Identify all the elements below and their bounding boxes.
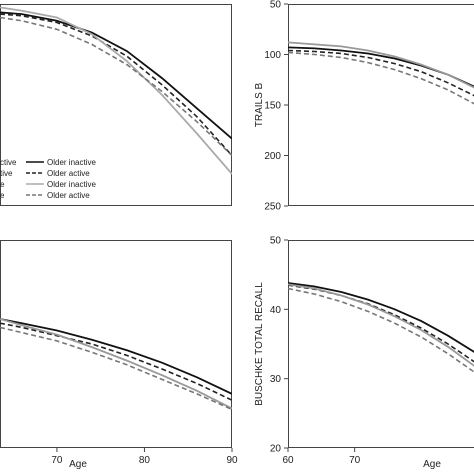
- panel-4: 20 30 40 50 60 70 Age BUSCHKE TOTAL RECALL: [254, 236, 474, 470]
- x-tick-label: 80: [139, 455, 151, 466]
- legend-label: Older inactive: [47, 158, 96, 167]
- legend-prefix: e: [0, 191, 5, 200]
- series-line-3: [0, 318, 232, 410]
- y-tick-label: 100: [264, 50, 281, 61]
- legend-prefix: e: [0, 180, 5, 189]
- x-axis-label: Age: [423, 459, 441, 470]
- series-line-3: [0, 6, 232, 175]
- series-group: [288, 41, 474, 105]
- y-tick-label: 250: [264, 202, 281, 213]
- y-tick-label: 200: [264, 151, 281, 162]
- series-line-4: [288, 287, 474, 373]
- panel-1: ctive Older inactive tive Older active e Olde…: [0, 4, 232, 206]
- y-axis-label: TRAILS B: [254, 82, 265, 127]
- y-tick-label: 40: [270, 305, 282, 316]
- series-line-3: [288, 283, 474, 367]
- series-line-2: [288, 41, 474, 89]
- series-line-1: [0, 11, 232, 140]
- x-tick-label: 70: [51, 455, 63, 466]
- series-line-3: [288, 49, 474, 97]
- series-line-1: [288, 282, 474, 353]
- series-line-2: [0, 13, 232, 157]
- panel-2: 50 100 150 200 250 TRAILS B: [254, 0, 474, 213]
- series-line-2: [288, 284, 474, 363]
- y-tick-label: 50: [270, 0, 282, 11]
- series-line-4: [288, 51, 474, 105]
- plot-frame: [0, 4, 232, 206]
- series-line-2: [0, 322, 232, 401]
- series-group: [0, 6, 232, 175]
- legend: ctive Older inactive tive Older active e Olde…: [0, 158, 96, 200]
- y-tick-label: 50: [270, 236, 282, 247]
- legend-prefix: tive: [0, 169, 13, 178]
- series-line-4: [0, 16, 232, 157]
- series-group: [288, 282, 474, 373]
- series-line-1: [0, 318, 232, 395]
- series-line-4: [0, 326, 232, 411]
- series-group: [0, 318, 232, 411]
- legend-prefix: ctive: [0, 158, 17, 167]
- plot-frame: [0, 240, 232, 448]
- panel-3: 70 80 90 Age: [0, 240, 238, 470]
- legend-label: Older active: [47, 169, 90, 178]
- plot-frame: [288, 240, 474, 448]
- plot-frame: [288, 4, 474, 206]
- x-tick-label: 70: [349, 455, 361, 466]
- x-axis-label: Age: [69, 459, 87, 470]
- y-tick-label: 30: [270, 374, 282, 385]
- y-tick-label: 150: [264, 101, 281, 112]
- y-tick-label: 20: [270, 444, 282, 455]
- x-tick-label: 90: [226, 455, 238, 466]
- y-axis-label: BUSCHKE TOTAL RECALL: [254, 282, 265, 406]
- legend-label: Older inactive: [47, 180, 96, 189]
- x-tick-label: 60: [282, 455, 294, 466]
- legend-label: Older active: [47, 191, 90, 200]
